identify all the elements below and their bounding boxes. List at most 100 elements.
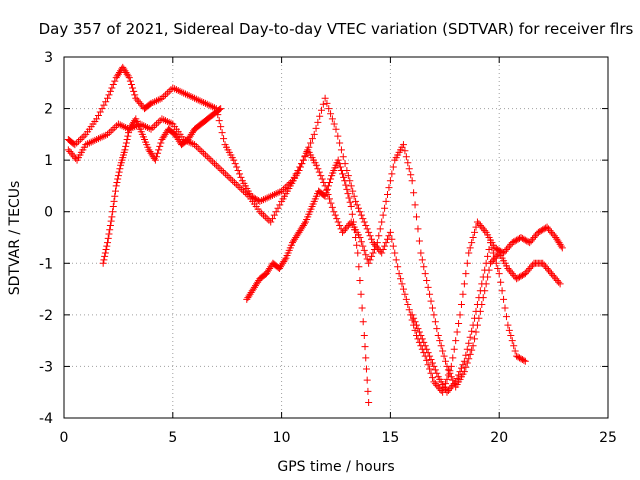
chart-title: Day 357 of 2021, Sidereal Day-to-day VTE… (39, 20, 634, 38)
data-point (302, 149, 310, 157)
data-point (130, 87, 138, 95)
data-point (508, 270, 516, 278)
data-point (158, 115, 166, 123)
data-point (237, 173, 245, 181)
data-point (111, 123, 119, 131)
data-point (518, 356, 526, 364)
data-point (154, 118, 162, 126)
data-point (131, 91, 139, 99)
data-point (310, 130, 318, 138)
data-point (272, 208, 280, 216)
data-point (145, 124, 153, 132)
data-point (410, 189, 418, 197)
data-point (414, 225, 422, 233)
data-point (543, 223, 551, 231)
data-point (100, 132, 108, 140)
data-point (359, 242, 367, 250)
data-point (376, 247, 384, 255)
data-point (340, 173, 348, 181)
data-point (476, 221, 484, 229)
data-point (156, 95, 164, 103)
data-point (521, 270, 529, 278)
data-point (359, 215, 367, 223)
data-point (312, 124, 320, 132)
data-point (463, 359, 471, 367)
data-point (183, 91, 191, 99)
data-point (513, 275, 521, 283)
data-point (508, 239, 516, 247)
data-point (545, 225, 553, 233)
data-point (478, 223, 486, 231)
data-point (342, 181, 350, 189)
data-point (102, 98, 110, 106)
data-point (484, 252, 492, 260)
data-point (404, 159, 412, 167)
data-point (227, 175, 235, 183)
data-point (201, 151, 209, 159)
data-point (240, 187, 248, 195)
data-point (524, 266, 532, 274)
data-point (357, 211, 365, 219)
data-point (253, 196, 261, 204)
data-point (427, 297, 435, 305)
data-point (308, 135, 316, 143)
data-point (325, 105, 333, 113)
data-point (328, 115, 336, 123)
data-point (466, 333, 474, 341)
data-point (420, 338, 428, 346)
data-point (404, 301, 412, 309)
data-point (233, 163, 241, 171)
data-point (66, 148, 74, 156)
data-point (459, 290, 467, 298)
data-point (555, 278, 563, 286)
data-point (154, 96, 162, 104)
data-point (542, 224, 550, 232)
data-point (111, 187, 119, 195)
data-point (330, 208, 338, 216)
data-point (215, 117, 223, 125)
data-point (411, 326, 419, 334)
data-point (459, 361, 467, 369)
data-point (67, 149, 75, 157)
data-point (426, 365, 434, 373)
data-point (347, 203, 355, 211)
data-point (504, 244, 512, 252)
data-point (460, 357, 468, 365)
data-point (192, 95, 200, 103)
series-1 (64, 115, 564, 391)
data-point (446, 385, 454, 393)
data-point (349, 187, 357, 195)
data-point (80, 132, 88, 140)
data-point (415, 328, 423, 336)
data-point (315, 168, 323, 176)
data-marks (64, 63, 566, 407)
data-point (549, 230, 557, 238)
data-point (113, 178, 121, 186)
data-point (189, 140, 197, 148)
data-point (469, 234, 477, 241)
data-point (307, 139, 315, 147)
data-point (317, 172, 325, 180)
data-point (407, 171, 415, 179)
data-point (352, 234, 360, 241)
data-point (465, 355, 473, 363)
data-point (501, 247, 509, 255)
data-point (337, 166, 345, 174)
data-point (203, 153, 211, 161)
data-point (382, 197, 390, 205)
data-point (517, 234, 525, 241)
data-point (343, 223, 351, 231)
data-point (217, 105, 225, 113)
data-point (85, 139, 93, 147)
data-point (316, 112, 324, 120)
data-point (420, 263, 428, 271)
data-point (70, 140, 78, 148)
series-3 (243, 156, 373, 407)
data-point (517, 272, 525, 280)
data-point (151, 98, 159, 106)
data-point (322, 189, 330, 197)
data-point (350, 226, 358, 234)
data-point (324, 182, 332, 190)
data-point (362, 221, 370, 229)
data-point (521, 236, 529, 244)
